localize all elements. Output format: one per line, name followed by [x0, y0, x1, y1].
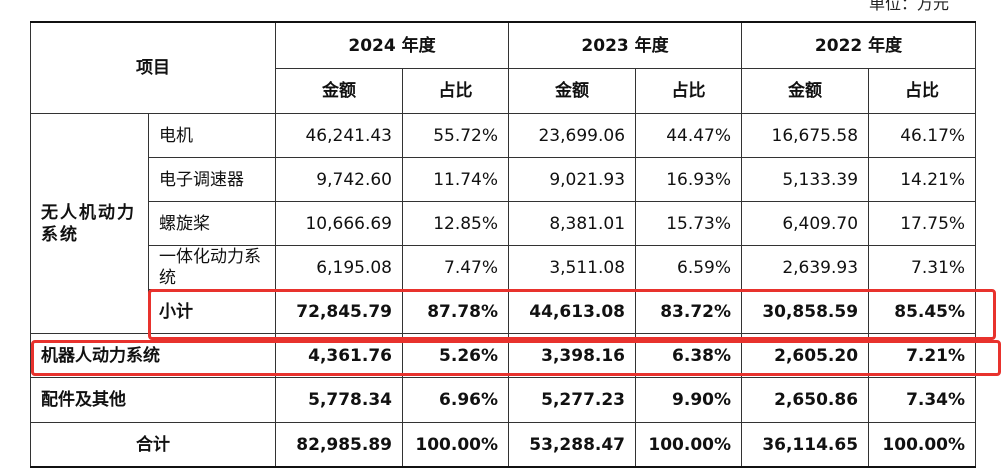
table-row: 一体化动力系统 6,195.08 7.47% 3,511.08 6.59% 2,…	[31, 245, 977, 290]
cell-value: 3,398.16	[508, 333, 637, 378]
cell-value: 53,288.47	[508, 422, 637, 468]
cell-value: 6.38%	[635, 333, 743, 378]
row-label: 螺旋桨	[148, 201, 276, 246]
cell-value: 46,241.43	[275, 113, 403, 158]
robot-row: 机器人动力系统 4,361.76 5.26% 3,398.16 6.38% 2,…	[30, 333, 977, 378]
header-year-2024: 2024 年度	[274, 21, 510, 69]
header-amount: 金额	[508, 68, 637, 114]
cell-value: 5,277.23	[508, 377, 637, 423]
cell-value: 17.75%	[868, 201, 977, 246]
cell-value: 11.74%	[401, 157, 510, 202]
table-row: 螺旋桨 10,666.69 12.85% 8,381.01 15.73% 6,4…	[31, 201, 977, 246]
cell-value: 83.72%	[635, 289, 743, 334]
cell-value: 7.34%	[868, 377, 977, 423]
row-label: 电机	[148, 113, 276, 158]
cell-value: 9.90%	[635, 377, 743, 423]
table-row: 电子调速器 9,742.60 11.74% 9,021.93 16.93% 5,…	[31, 157, 977, 202]
robot-label: 机器人动力系统	[30, 333, 276, 378]
revenue-breakdown-table: 项目 2024 年度 2023 年度 2022 年度 金额 占比 金额 占比 金…	[30, 21, 977, 468]
cell-value: 15.73%	[635, 201, 743, 246]
cell-value: 12.85%	[401, 201, 510, 246]
header-amount: 金额	[741, 68, 870, 114]
cell-value: 36,114.65	[741, 422, 870, 468]
cell-value: 82,985.89	[275, 422, 403, 468]
cell-value: 9,021.93	[508, 157, 637, 202]
cell-value: 8,381.01	[508, 201, 637, 246]
parts-label: 配件及其他	[30, 377, 276, 423]
cell-value: 7.31%	[868, 245, 977, 290]
cell-value: 6.96%	[401, 377, 510, 423]
cell-value: 2,650.86	[741, 377, 870, 423]
header-ratio: 占比	[868, 68, 977, 114]
header-year-2022: 2022 年度	[741, 21, 977, 69]
cell-value: 10,666.69	[275, 201, 403, 246]
header-amount: 金额	[275, 68, 403, 114]
header-year-2023: 2023 年度	[508, 21, 743, 69]
cell-value: 72,845.79	[275, 289, 403, 334]
cell-value: 30,858.59	[741, 289, 870, 334]
row-label: 电子调速器	[148, 157, 276, 202]
cell-value: 6.59%	[635, 245, 743, 290]
cell-value: 5,778.34	[275, 377, 403, 423]
cell-value: 100.00%	[635, 422, 743, 468]
parts-row: 配件及其他 5,778.34 6.96% 5,277.23 9.90% 2,65…	[30, 377, 977, 423]
row-label: 一体化动力系统	[148, 245, 276, 290]
cell-value: 44.47%	[635, 113, 743, 158]
subtotal-row: 小计 72,845.79 87.78% 44,613.08 83.72% 30,…	[31, 289, 977, 334]
cell-value: 44,613.08	[508, 289, 637, 334]
group-label: 无人机动力系统	[30, 113, 149, 334]
header-ratio: 占比	[401, 68, 510, 114]
subtotal-label: 小计	[148, 289, 276, 334]
cell-value: 5.26%	[401, 333, 510, 378]
cell-value: 5,133.39	[741, 157, 870, 202]
cell-value: 7.47%	[401, 245, 510, 290]
unit-note: 单位：万元	[868, 0, 949, 13]
cell-value: 16.93%	[635, 157, 743, 202]
cell-value: 16,675.58	[741, 113, 870, 158]
cell-value: 2,605.20	[741, 333, 870, 378]
cell-value: 55.72%	[401, 113, 510, 158]
total-label: 合计	[30, 422, 276, 468]
total-row: 合计 82,985.89 100.00% 53,288.47 100.00% 3…	[30, 422, 977, 468]
cell-value: 9,742.60	[275, 157, 403, 202]
cell-value: 87.78%	[401, 289, 510, 334]
cell-value: 23,699.06	[508, 113, 637, 158]
cell-value: 6,409.70	[741, 201, 870, 246]
cell-value: 100.00%	[401, 422, 510, 468]
cell-value: 14.21%	[868, 157, 977, 202]
cell-value: 4,361.76	[275, 333, 403, 378]
cell-value: 100.00%	[868, 422, 977, 468]
cell-value: 85.45%	[868, 289, 977, 334]
header-ratio: 占比	[635, 68, 743, 114]
cell-value: 7.21%	[868, 333, 977, 378]
cell-value: 2,639.93	[741, 245, 870, 290]
cell-value: 6,195.08	[275, 245, 403, 290]
table-row: 无人机动力系统 电机 46,241.43 55.72% 23,699.06 44…	[30, 113, 977, 334]
cell-value: 3,511.08	[508, 245, 637, 290]
header-item: 项目	[30, 21, 276, 114]
cell-value: 46.17%	[868, 113, 977, 158]
